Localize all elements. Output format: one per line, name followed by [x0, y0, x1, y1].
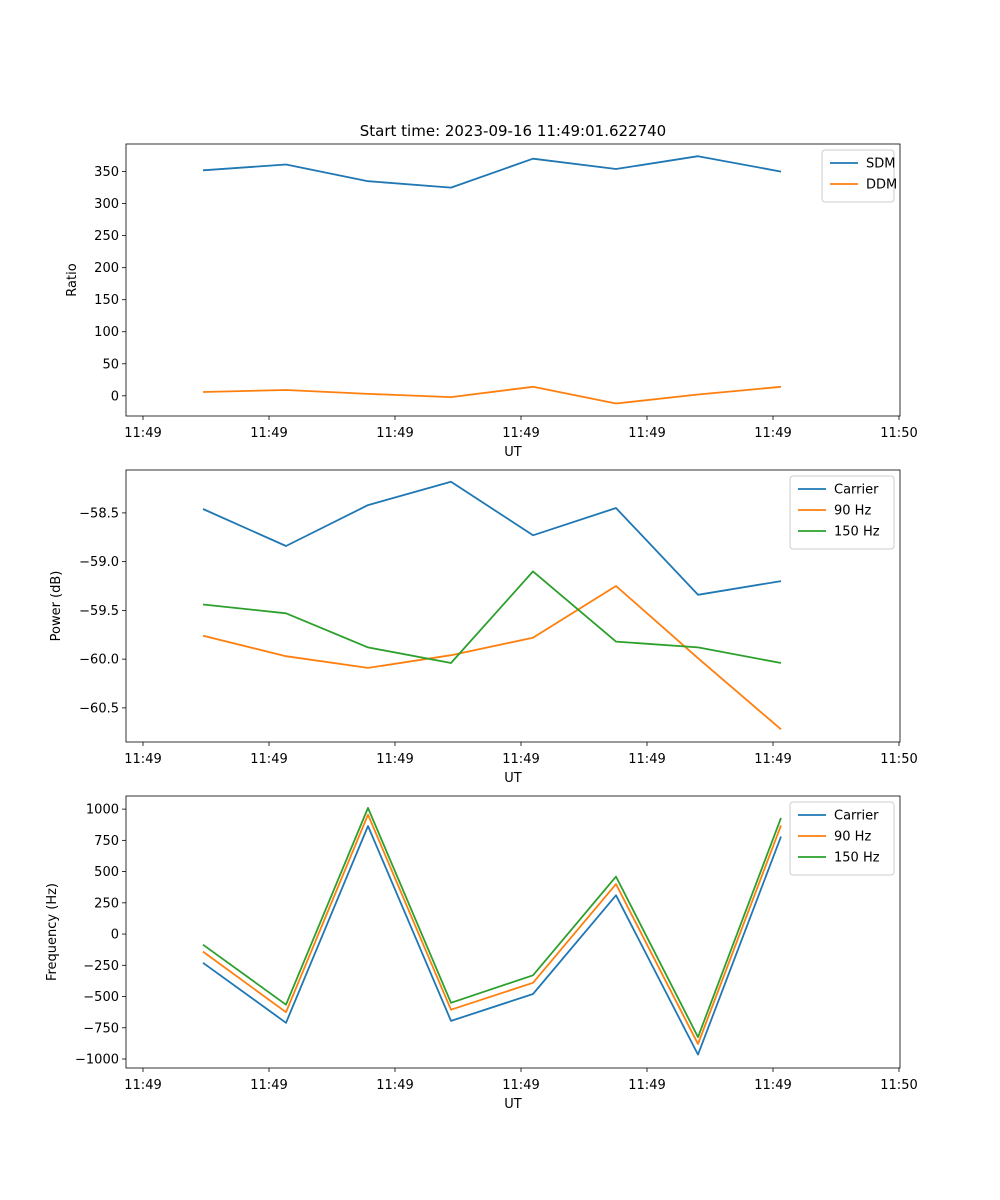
y-tick-label: −500 — [83, 990, 119, 1005]
x-tick-label: 11:49 — [250, 752, 287, 767]
series-line-150-hz — [202, 807, 782, 1038]
series-line-90-hz — [202, 585, 782, 730]
series-line-150-hz — [202, 570, 782, 664]
x-tick-label: 11:49 — [502, 752, 539, 767]
y-tick-label: −60.5 — [79, 701, 119, 716]
x-tick-label: 11:49 — [250, 426, 287, 441]
x-tick-label: 11:49 — [754, 752, 791, 767]
y-tick-label: −750 — [83, 1021, 119, 1036]
y-axis-label: Power (dB) — [49, 571, 64, 642]
y-tick-label: −59.5 — [79, 604, 119, 619]
panel-3: 11:49 11:49 11:49 11:49 11:49 11:49 11:50 −1000… — [45, 795, 918, 1112]
x-axis-label: UT — [504, 445, 522, 460]
y-tick-label: 100 — [94, 325, 119, 340]
x-tick-label: 11:49 — [628, 752, 665, 767]
y-tick-label: 500 — [94, 865, 119, 880]
axes-frame — [125, 143, 901, 417]
series-line-90-hz — [202, 813, 782, 1045]
axes-frame — [125, 469, 901, 743]
y-axis-label: Frequency (Hz) — [45, 883, 60, 981]
x-tick-label: 11:49 — [502, 1078, 539, 1093]
series-line-sdm — [202, 155, 782, 189]
x-tick-label: 11:49 — [628, 426, 665, 441]
x-tick-label: 11:49 — [376, 426, 413, 441]
y-tick-label: −58.5 — [79, 506, 119, 521]
series-line-carrier — [202, 825, 782, 1056]
y-tick-label: 350 — [94, 165, 119, 180]
legend-label: DDM — [866, 178, 897, 193]
x-tick-label: 11:49 — [376, 752, 413, 767]
y-tick-label: 150 — [94, 293, 119, 308]
legend-label: Carrier — [834, 809, 879, 824]
legend-label: SDM — [866, 157, 895, 172]
x-tick-label: 11:49 — [502, 426, 539, 441]
legend-label: Carrier — [834, 483, 879, 498]
x-axis-label: UT — [504, 771, 522, 786]
y-tick-label: 1000 — [86, 803, 119, 818]
x-tick-label: 11:50 — [880, 752, 917, 767]
series-line-carrier — [202, 480, 782, 596]
y-tick-label: 750 — [94, 834, 119, 849]
x-tick-label: 11:49 — [250, 1078, 287, 1093]
series-line-ddm — [202, 385, 782, 405]
y-tick-label: 250 — [94, 229, 119, 244]
legend-label: 150 Hz — [834, 525, 880, 540]
x-tick-label: 11:49 — [628, 1078, 665, 1093]
y-tick-label: 0 — [111, 389, 119, 404]
y-tick-label: −250 — [83, 959, 119, 974]
legend: Carrier 90 Hz 150 Hz — [789, 475, 895, 550]
legend: Carrier 90 Hz 150 Hz — [789, 801, 895, 876]
legend-label: 90 Hz — [834, 830, 871, 845]
x-tick-label: 11:49 — [124, 1078, 161, 1093]
x-axis-label: UT — [504, 1097, 522, 1112]
panel-1: 11:49 11:49 11:49 11:49 11:49 11:49 11:50 0 50 10… — [65, 143, 918, 460]
y-tick-label: 300 — [94, 197, 119, 212]
x-tick-label: 11:49 — [754, 426, 791, 441]
y-tick-label: −59.0 — [79, 555, 119, 570]
y-tick-label: 50 — [102, 357, 119, 372]
x-tick-label: 11:50 — [880, 426, 917, 441]
legend: SDM DDM — [821, 149, 897, 203]
y-tick-label: 0 — [111, 928, 119, 943]
x-tick-label: 11:50 — [880, 1078, 917, 1093]
x-tick-label: 11:49 — [754, 1078, 791, 1093]
x-tick-label: 11:49 — [124, 426, 161, 441]
legend-label: 90 Hz — [834, 504, 871, 519]
legend-label: 150 Hz — [834, 851, 880, 866]
figure-title: Start time: 2023-09-16 11:49:01.622740 — [360, 122, 666, 140]
x-tick-label: 11:49 — [124, 752, 161, 767]
y-tick-label: 200 — [94, 261, 119, 276]
axes-frame — [125, 795, 901, 1069]
x-tick-label: 11:49 — [376, 1078, 413, 1093]
y-tick-label: −60.0 — [79, 653, 119, 668]
panel-2: 11:49 11:49 11:49 11:49 11:49 11:49 11:50 −60.5… — [49, 469, 918, 786]
y-axis-label: Ratio — [65, 263, 80, 296]
y-tick-label: 250 — [94, 896, 119, 911]
y-tick-label: −1000 — [75, 1053, 119, 1068]
